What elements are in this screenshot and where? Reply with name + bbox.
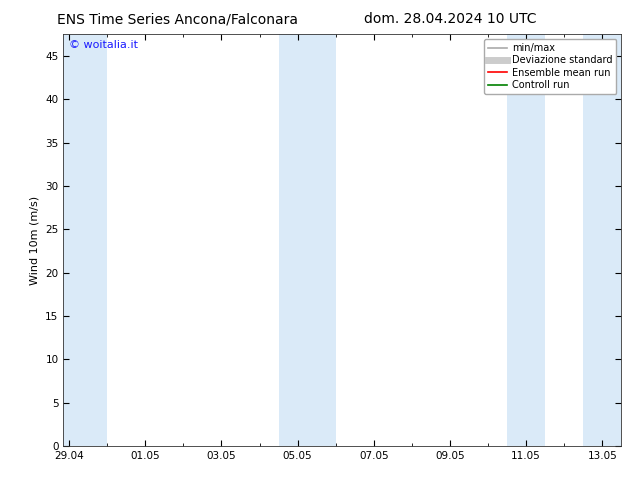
Legend: min/max, Deviazione standard, Ensemble mean run, Controll run: min/max, Deviazione standard, Ensemble m… — [484, 39, 616, 94]
Y-axis label: Wind 10m (m/s): Wind 10m (m/s) — [30, 196, 40, 285]
Bar — [63, 34, 107, 446]
Bar — [507, 34, 545, 446]
Text: ENS Time Series Ancona/Falconara: ENS Time Series Ancona/Falconara — [57, 12, 298, 26]
Bar — [583, 34, 621, 446]
Text: dom. 28.04.2024 10 UTC: dom. 28.04.2024 10 UTC — [364, 12, 536, 26]
Text: © woitalia.it: © woitalia.it — [69, 41, 138, 50]
Bar — [278, 34, 335, 446]
